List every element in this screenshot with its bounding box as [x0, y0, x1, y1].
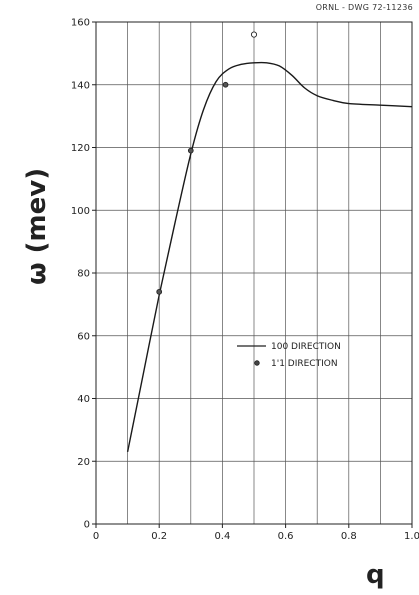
y-tick-label: 120	[71, 143, 90, 154]
y-tick-label: 80	[77, 269, 90, 280]
y-tick-label: 60	[77, 331, 90, 342]
x-tick-label: 0.8	[341, 531, 357, 542]
x-axis-label: q	[366, 560, 385, 590]
legend: 100 DIRECTION 1'1 DIRECTION	[237, 342, 341, 369]
y-tick-label: 40	[77, 394, 90, 405]
data-point-1-1-direction	[250, 31, 258, 38]
data-point-1-1-direction	[222, 81, 229, 88]
data-point-1-1-direction	[187, 147, 194, 154]
y-tick-label: 160	[71, 18, 90, 29]
legend-label-1-1-direction: 1'1 DIRECTION	[271, 359, 338, 369]
grid	[96, 22, 412, 524]
data-point-1-1-direction	[156, 288, 163, 295]
series-line-100-direction	[126, 61, 413, 452]
axis-ticks: 0 0.2 0.4 0.6 0.8 1.0 0 20 40 60 80 100 120 140 160	[71, 18, 419, 543]
x-tick-label: 0	[93, 531, 99, 542]
drawing-number: ORNL - DWG 72-11236	[315, 3, 413, 12]
y-tick-label: 20	[77, 457, 90, 468]
series-layer	[126, 31, 413, 452]
y-tick-label: 100	[71, 206, 90, 217]
x-tick-label: 0.2	[151, 531, 167, 542]
legend-label-100-direction: 100 DIRECTION	[271, 342, 341, 352]
y-tick-label: 0	[84, 520, 90, 531]
x-tick-label: 0.4	[214, 531, 230, 542]
x-tick-label: 1.0	[404, 531, 419, 542]
x-tick-label: 0.6	[278, 531, 294, 542]
legend-marker-sample	[254, 360, 260, 366]
y-tick-label: 140	[71, 80, 90, 91]
y-axis-label: ω (mev)	[22, 167, 52, 285]
